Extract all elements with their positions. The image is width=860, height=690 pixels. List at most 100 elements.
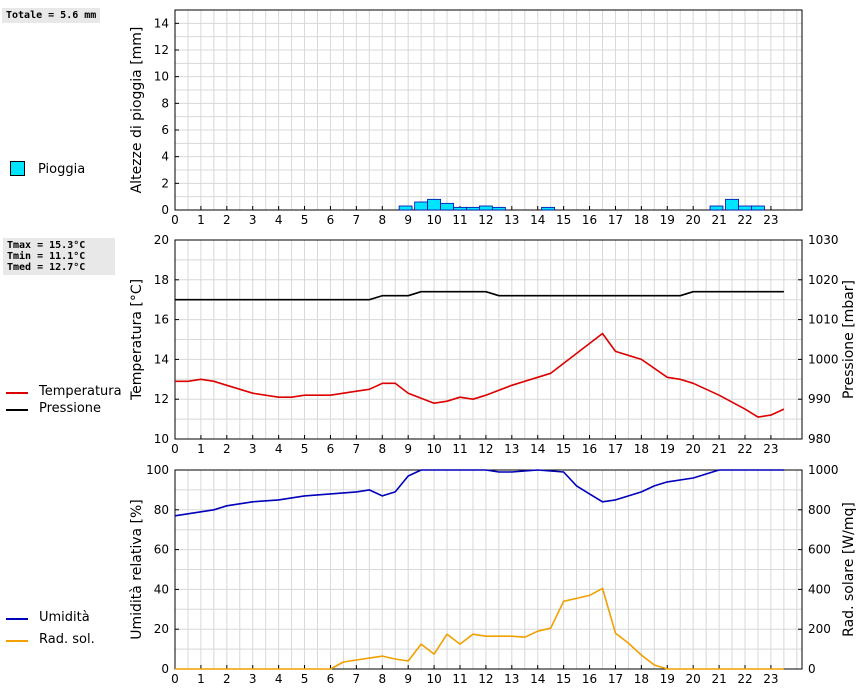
- rain-legend-label: Pioggia: [38, 162, 86, 177]
- x-tick-label: 20: [686, 213, 701, 227]
- y2-tick-label: 1020: [808, 273, 839, 287]
- x-tick-label: 18: [634, 672, 649, 686]
- y2-tick-label: 990: [808, 392, 831, 406]
- humidity-radiation-chart: 0 1 2 3 4 5 6 7 8 9 10 11 12 13 14 15 16 17 18 19 20 21 22 2302…: [129, 463, 857, 686]
- x-tick-label: 8: [378, 213, 386, 227]
- x-tick-label: 17: [608, 442, 623, 456]
- x-tick-label: 5: [301, 672, 309, 686]
- x-tick-label: 1: [197, 442, 205, 456]
- y2-tick-label: 1010: [808, 313, 839, 327]
- x-tick-label: 16: [582, 672, 597, 686]
- x-tick-label: 1: [197, 672, 205, 686]
- y-tick-label: 18: [154, 273, 169, 287]
- temp-legend-label: Temperatura: [39, 384, 122, 399]
- rad-legend-label: Rad. sol.: [39, 632, 95, 647]
- y-tick-label: 2: [161, 176, 169, 190]
- x-tick-label: 22: [737, 442, 752, 456]
- y-tick-label: 14: [154, 352, 169, 366]
- x-tick-label: 11: [452, 442, 467, 456]
- temp-legend-line: [6, 392, 28, 394]
- plot-area: [175, 10, 802, 210]
- y-tick-label: 10: [154, 70, 169, 84]
- x-tick-label: 10: [426, 442, 441, 456]
- x-tick-label: 19: [660, 672, 675, 686]
- x-tick-label: 9: [404, 672, 412, 686]
- x-tick-label: 5: [301, 213, 309, 227]
- x-tick-label: 14: [530, 672, 545, 686]
- y-tick-label: 0: [161, 662, 169, 676]
- y-tick-label: 12: [154, 43, 169, 57]
- y2-tick-label: 1000: [808, 352, 839, 366]
- rain-bar: [479, 205, 493, 211]
- y-axis-label: Umidità relativa [%]: [129, 499, 145, 640]
- y2-tick-label: 1030: [808, 233, 839, 247]
- x-tick-label: 12: [478, 672, 493, 686]
- x-tick-label: 15: [556, 672, 571, 686]
- x-tick-label: 4: [275, 672, 283, 686]
- rain-bar: [427, 198, 441, 211]
- x-tick-label: 20: [686, 442, 701, 456]
- x-tick-label: 19: [660, 213, 675, 227]
- x-tick-label: 20: [686, 672, 701, 686]
- temperature-stats: Tmax = 15.3°C Tmin = 11.1°C Tmed = 12.7°C: [3, 238, 115, 275]
- x-tick-label: 4: [275, 213, 283, 227]
- y2-tick-label: 200: [808, 622, 831, 636]
- y2-tick-label: 600: [808, 543, 831, 557]
- x-tick-label: 23: [763, 213, 778, 227]
- x-tick-label: 8: [378, 672, 386, 686]
- press-legend-label: Pressione: [39, 401, 102, 416]
- x-tick-label: 0: [171, 672, 179, 686]
- y-tick-label: 60: [154, 543, 169, 557]
- y2-tick-label: 0: [808, 662, 816, 676]
- x-tick-label: 14: [530, 213, 545, 227]
- x-tick-label: 9: [404, 442, 412, 456]
- x-tick-label: 15: [556, 442, 571, 456]
- rain-legend-swatch: [10, 161, 25, 176]
- y-tick-label: 40: [154, 582, 169, 596]
- plot-frame: [174, 239, 803, 440]
- x-tick-label: 9: [404, 213, 412, 227]
- y2-tick-label: 400: [808, 582, 831, 596]
- x-tick-label: 17: [608, 672, 623, 686]
- y-tick-label: 100: [146, 463, 169, 477]
- x-tick-label: 16: [582, 442, 597, 456]
- x-tick-label: 21: [711, 213, 726, 227]
- x-tick-label: 11: [452, 213, 467, 227]
- rain-legend: Pioggia: [10, 160, 120, 180]
- x-tick-label: 14: [530, 442, 545, 456]
- y-tick-label: 16: [154, 313, 169, 327]
- y2-tick-label: 800: [808, 503, 831, 517]
- y2-axis-label: Rad. solare [W/mq]: [841, 502, 857, 637]
- x-tick-label: 6: [327, 213, 335, 227]
- x-tick-label: 3: [249, 213, 257, 227]
- y-tick-label: 8: [161, 96, 169, 110]
- rain-bar: [709, 205, 724, 211]
- temperature-line: [175, 332, 785, 418]
- x-tick-label: 10: [426, 213, 441, 227]
- rain-chart: 0 1 2 3 4 5 6 7 8 9 10 11 12 13 14 15 16 17 18 19 20 21 22 2302…: [129, 9, 803, 227]
- x-tick-label: 3: [249, 672, 257, 686]
- x-tick-label: 12: [478, 213, 493, 227]
- y-tick-label: 6: [161, 123, 169, 137]
- radiation-line: [175, 587, 784, 670]
- y-tick-label: 0: [161, 203, 169, 217]
- x-tick-label: 7: [353, 672, 361, 686]
- y-tick-label: 20: [154, 233, 169, 247]
- y-tick-label: 20: [154, 622, 169, 636]
- rain-bar: [725, 198, 739, 211]
- x-tick-label: 0: [171, 442, 179, 456]
- rain-bar: [491, 206, 506, 211]
- x-tick-label: 19: [660, 442, 675, 456]
- x-tick-label: 7: [353, 442, 361, 456]
- y-tick-label: 80: [154, 503, 169, 517]
- tmed-stat: Tmed = 12.7°C: [7, 262, 86, 273]
- rain-bar: [398, 205, 413, 211]
- rain-bar: [453, 206, 467, 211]
- x-tick-label: 1: [197, 213, 205, 227]
- x-tick-label: 5: [301, 442, 309, 456]
- x-tick-label: 2: [223, 442, 231, 456]
- rain-bar: [738, 205, 752, 211]
- y-tick-label: 10: [154, 432, 169, 446]
- x-tick-label: 21: [711, 442, 726, 456]
- temperature-pressure-chart: 0 1 2 3 4 5 6 7 8 9 10 11 12 13 14 15 16 17 18 19 20 21 22 2310…: [129, 233, 857, 456]
